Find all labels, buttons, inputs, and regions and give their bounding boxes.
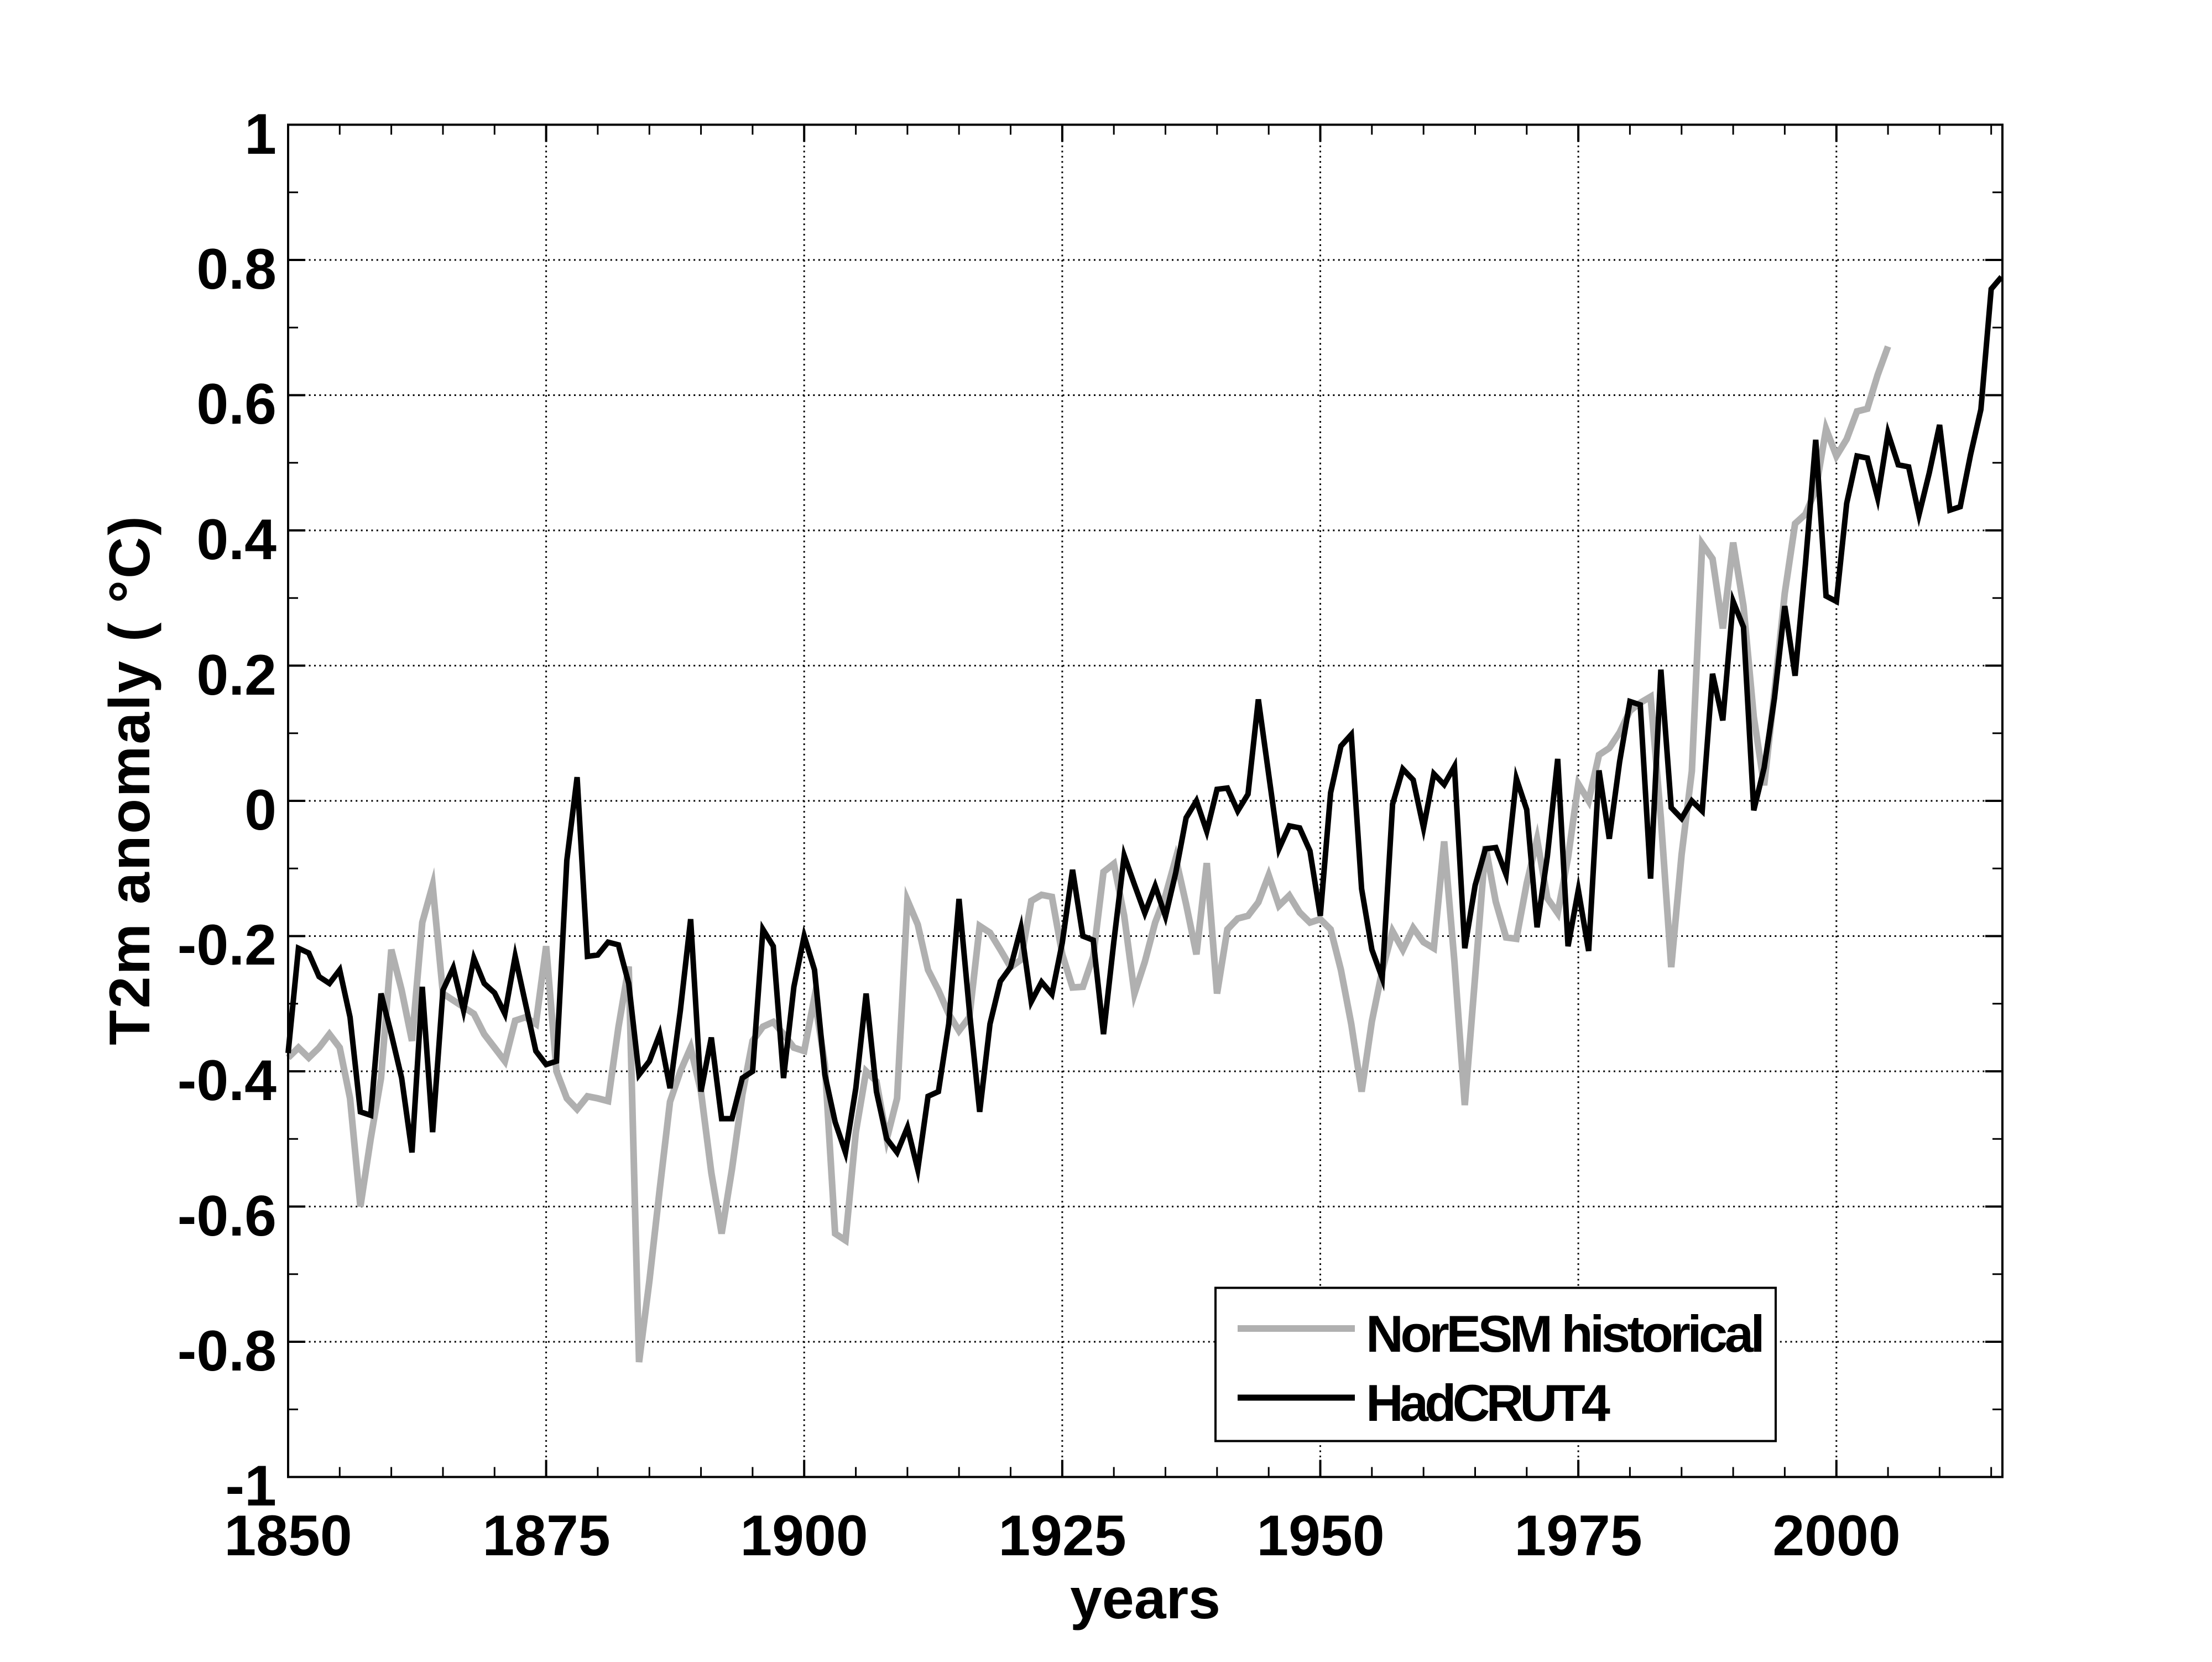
svg-text:1950: 1950 bbox=[1256, 1504, 1384, 1568]
svg-text:0.2: 0.2 bbox=[196, 643, 276, 707]
svg-text:1925: 1925 bbox=[998, 1504, 1126, 1568]
svg-text:-0.4: -0.4 bbox=[178, 1049, 276, 1113]
svg-text:1975: 1975 bbox=[1514, 1504, 1642, 1568]
svg-text:1: 1 bbox=[244, 102, 276, 166]
svg-text:0.8: 0.8 bbox=[196, 237, 276, 301]
svg-text:1875: 1875 bbox=[482, 1504, 610, 1568]
svg-text:NorESM historical: NorESM historical bbox=[1366, 1305, 1762, 1363]
svg-text:-0.8: -0.8 bbox=[178, 1319, 276, 1383]
svg-text:HadCRUT4: HadCRUT4 bbox=[1366, 1374, 1610, 1432]
svg-text:-0.2: -0.2 bbox=[178, 913, 276, 977]
svg-text:0.4: 0.4 bbox=[196, 508, 276, 572]
svg-text:0: 0 bbox=[244, 778, 276, 842]
svg-text:1850: 1850 bbox=[224, 1504, 352, 1568]
svg-text:0.6: 0.6 bbox=[196, 372, 276, 436]
svg-text:2000: 2000 bbox=[1772, 1504, 1900, 1568]
svg-text:-1: -1 bbox=[226, 1454, 276, 1518]
svg-text:years: years bbox=[1070, 1567, 1220, 1631]
svg-text:-0.6: -0.6 bbox=[178, 1184, 276, 1248]
svg-text:T2m anomaly ( °C): T2m anomaly ( °C) bbox=[98, 514, 162, 1045]
svg-text:1900: 1900 bbox=[740, 1504, 868, 1568]
